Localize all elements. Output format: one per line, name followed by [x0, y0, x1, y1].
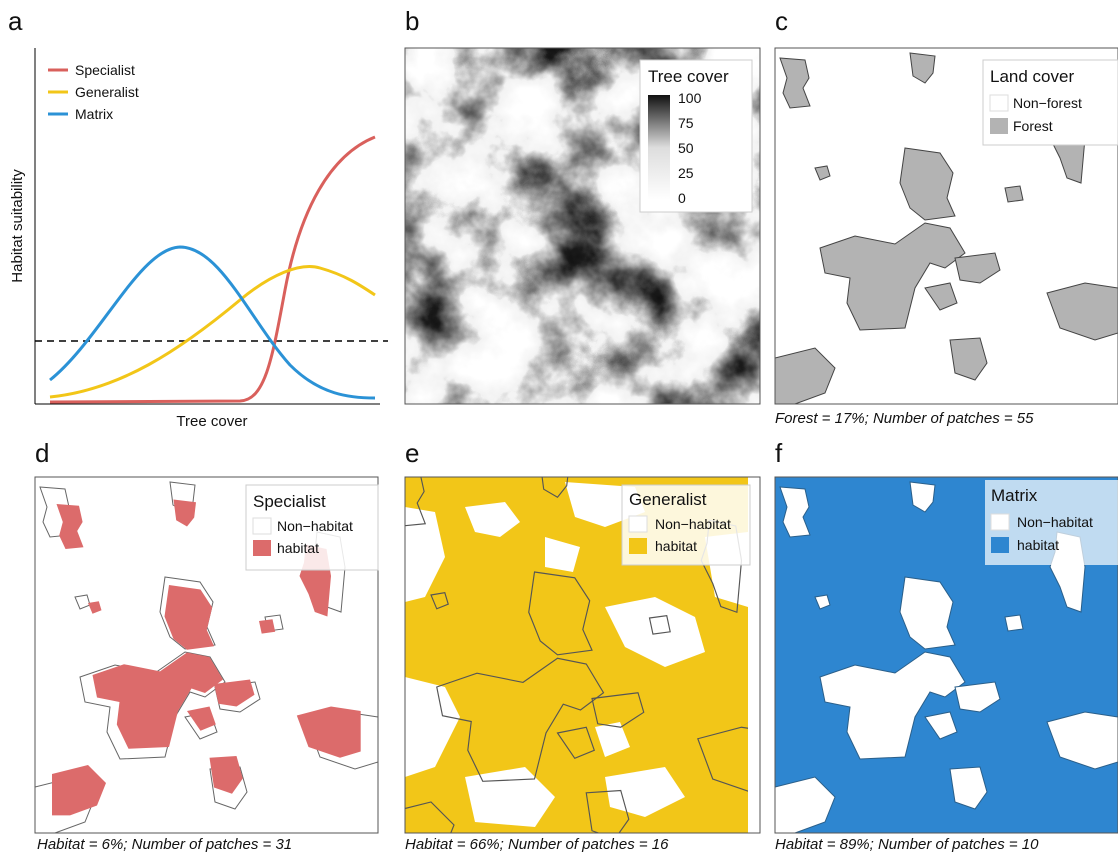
map-frame: [404, 476, 761, 834]
panel-letter: d: [35, 438, 49, 468]
legend-key: [628, 515, 648, 533]
legend-title: Generalist: [629, 490, 707, 509]
panel-e: e Generalist Non−habitat habitat Habitat…: [404, 438, 761, 853]
legend-label: Non−forest: [1013, 95, 1082, 111]
panel-b: b Tree cover 100 75 50 25 0: [404, 6, 761, 405]
colorbar-label: 50: [678, 140, 694, 156]
matrix-curve: [49, 245, 376, 400]
colorbar-label: 75: [678, 115, 694, 131]
specialist-curve: [49, 135, 376, 404]
legend-key: [989, 94, 1009, 112]
colorbar-label: 25: [678, 165, 694, 181]
legend-label: Specialist: [75, 62, 135, 78]
map-frame: [774, 476, 1118, 834]
panel-d: d Specialist Non−habitat habitat Habitat…: [34, 438, 379, 853]
legend-title: Matrix: [991, 486, 1038, 505]
x-axis-label: Tree cover: [176, 413, 247, 430]
caption: Forest = 17%; Number of patches = 55: [775, 410, 1034, 427]
caption: Habitat = 66%; Number of patches = 16: [405, 836, 669, 853]
legend-label: Non−habitat: [1017, 514, 1093, 530]
panel-f: f Matrix Non−habitat habitat Habitat = 8…: [774, 438, 1118, 853]
legend-title: Land cover: [990, 67, 1074, 86]
legend-label: Non−habitat: [655, 516, 731, 532]
panel-letter: c: [775, 6, 788, 36]
legend-key: [991, 537, 1009, 553]
legend-title: Tree cover: [648, 67, 729, 86]
generalist-curve: [49, 265, 376, 399]
legend-label: habitat: [1017, 537, 1059, 553]
legend-label: Matrix: [75, 106, 113, 122]
legend-label: habitat: [655, 538, 697, 554]
legend-key: [252, 517, 272, 535]
y-axis-label: Habitat suitability: [9, 169, 26, 283]
panel-letter: e: [405, 438, 419, 468]
panel-letter: a: [8, 6, 23, 36]
legend-key: [990, 118, 1008, 134]
legend-label: habitat: [277, 540, 319, 556]
legend-key: [990, 513, 1010, 531]
colorbar-label: 0: [678, 190, 686, 206]
legend-label: Generalist: [75, 84, 139, 100]
legend-label: Non−habitat: [277, 518, 353, 534]
colorbar: [648, 95, 670, 200]
map-frame: [774, 47, 1118, 405]
map-frame: [34, 476, 379, 834]
colorbar-label: 100: [678, 90, 702, 106]
panel-letter: f: [775, 438, 783, 468]
legend-key: [253, 540, 271, 556]
panel-a: a Specialist Generalist Matrix Tree cove…: [8, 6, 388, 430]
panel-letter: b: [405, 6, 419, 36]
caption: Habitat = 89%; Number of patches = 10: [775, 836, 1039, 853]
legend-title: Specialist: [253, 492, 326, 511]
panel-c: c Land cover Non−forest Forest Forest = …: [774, 6, 1118, 427]
legend-label: Forest: [1013, 118, 1053, 134]
caption: Habitat = 6%; Number of patches = 31: [37, 836, 292, 853]
map-frame: [404, 47, 761, 405]
legend-key: [629, 538, 647, 554]
